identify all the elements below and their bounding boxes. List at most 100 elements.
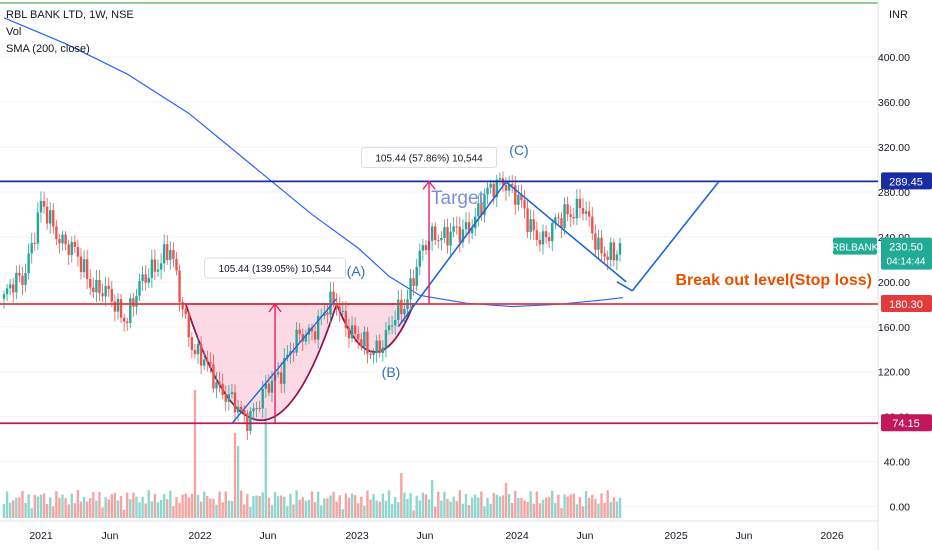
volume-bar: [85, 501, 89, 518]
volume-bar: [615, 501, 619, 518]
price-axis[interactable]: 0.0040.0080.00120.00160.00200.00240.0028…: [832, 0, 932, 550]
candle-body: [584, 211, 588, 214]
volume-bar: [227, 500, 231, 518]
point-c-label: (C): [509, 142, 528, 158]
time-axis[interactable]: 2021 Jun 2022 Jun 2023 Jun 2024 Jun 2025 Jun 2026: [29, 530, 844, 542]
volume-bar: [166, 499, 169, 518]
candle-body: [264, 383, 267, 389]
volume-bar: [5, 491, 9, 518]
volume-bar: [467, 504, 471, 518]
volume-bar: [2, 504, 6, 518]
volume-bar: [18, 497, 21, 518]
volume-bar: [591, 494, 594, 518]
target-label: Target: [431, 188, 485, 209]
candle-body: [437, 240, 440, 242]
candle-body: [618, 243, 622, 255]
candle-body: [514, 185, 517, 205]
candle-body: [532, 219, 535, 231]
volume-bar: [452, 496, 455, 518]
price-tick: 320.00: [878, 142, 910, 154]
volume-bar: [30, 508, 33, 518]
volume-bar: [381, 493, 385, 518]
candle-body: [529, 219, 532, 232]
volume-bar: [24, 502, 27, 518]
candle-body: [283, 358, 286, 384]
volume-bar: [320, 505, 323, 518]
candle-body: [187, 314, 190, 338]
candle-body: [597, 237, 600, 250]
candle-body: [440, 237, 443, 241]
measure-label-1: 105.44 (139.05%) 10,544: [219, 264, 332, 275]
candle-body: [221, 383, 224, 396]
volume-bar: [501, 495, 505, 518]
volume-bar: [520, 497, 523, 518]
candle-body: [215, 382, 218, 389]
candle-body: [313, 331, 317, 340]
volume-bar: [181, 494, 184, 518]
candle-body: [36, 212, 40, 244]
sma-legend[interactable]: SMA (200, close): [6, 43, 90, 55]
volume-bar: [535, 491, 539, 518]
volume-bar: [541, 499, 545, 518]
candle-body: [326, 312, 329, 315]
volume-bar: [495, 494, 498, 518]
candle-body: [551, 222, 554, 242]
volume-bar: [101, 507, 104, 518]
candle-body: [375, 340, 378, 353]
candle-body: [15, 272, 18, 293]
volume-bar: [458, 490, 462, 518]
currency-label[interactable]: INR: [889, 9, 908, 21]
candle-body: [572, 216, 575, 219]
volume-bar: [64, 498, 67, 518]
volume-bar: [551, 491, 554, 518]
volume-bar: [544, 497, 548, 518]
candle-body: [544, 231, 548, 238]
volume-bar: [92, 491, 95, 518]
measure-label-2-box: [361, 146, 498, 168]
candle-body: [21, 275, 24, 285]
candle-body: [193, 349, 197, 355]
cup-and-handle-pattern: [184, 303, 415, 422]
candle-body: [464, 222, 468, 230]
volume-bar: [67, 504, 70, 518]
time-tick: 2021: [29, 530, 53, 542]
candle-body: [295, 329, 298, 353]
chart-title[interactable]: RBL BANK LTD, 1W, NSE: [6, 9, 134, 21]
time-tick: Jun: [102, 530, 119, 542]
volume-bar: [206, 495, 209, 518]
chart-annotations: 105.44 (139.05%) 10,544 105.44 (57.86%) 1…: [204, 142, 872, 424]
volume-bar: [372, 494, 375, 518]
volume-bar: [486, 497, 489, 518]
volume-bar: [243, 504, 246, 518]
last-price-label: 230.50: [889, 242, 923, 254]
candle-body: [566, 204, 569, 215]
candle-body: [350, 325, 354, 339]
candle-body: [98, 279, 101, 294]
volume-bar: [246, 494, 249, 518]
volume-bar: [357, 503, 360, 518]
candle-body: [5, 288, 9, 295]
candle-body: [58, 239, 61, 244]
volume-bar: [215, 504, 218, 518]
candle-body: [243, 409, 246, 414]
volume-bar: [49, 497, 52, 518]
volume-bar: [126, 492, 129, 518]
candle-body: [455, 226, 458, 228]
candle-body: [397, 299, 400, 321]
volume-bar: [239, 490, 243, 518]
candle-body: [24, 273, 27, 285]
candle-body: [181, 301, 184, 310]
volume-bar: [129, 499, 132, 518]
volume-bar: [113, 492, 117, 518]
candle-body: [449, 231, 452, 246]
candle-body: [615, 254, 619, 261]
candle-body: [70, 241, 73, 255]
candle-body: [357, 333, 360, 340]
volume-bar: [563, 494, 566, 518]
candle-body: [381, 347, 385, 354]
volume-legend[interactable]: Vol: [6, 26, 22, 38]
candle-body: [104, 285, 107, 297]
volume-bar: [606, 490, 609, 518]
measure-label-2-group: 105.44 (57.86%) 10,544: [361, 146, 498, 168]
